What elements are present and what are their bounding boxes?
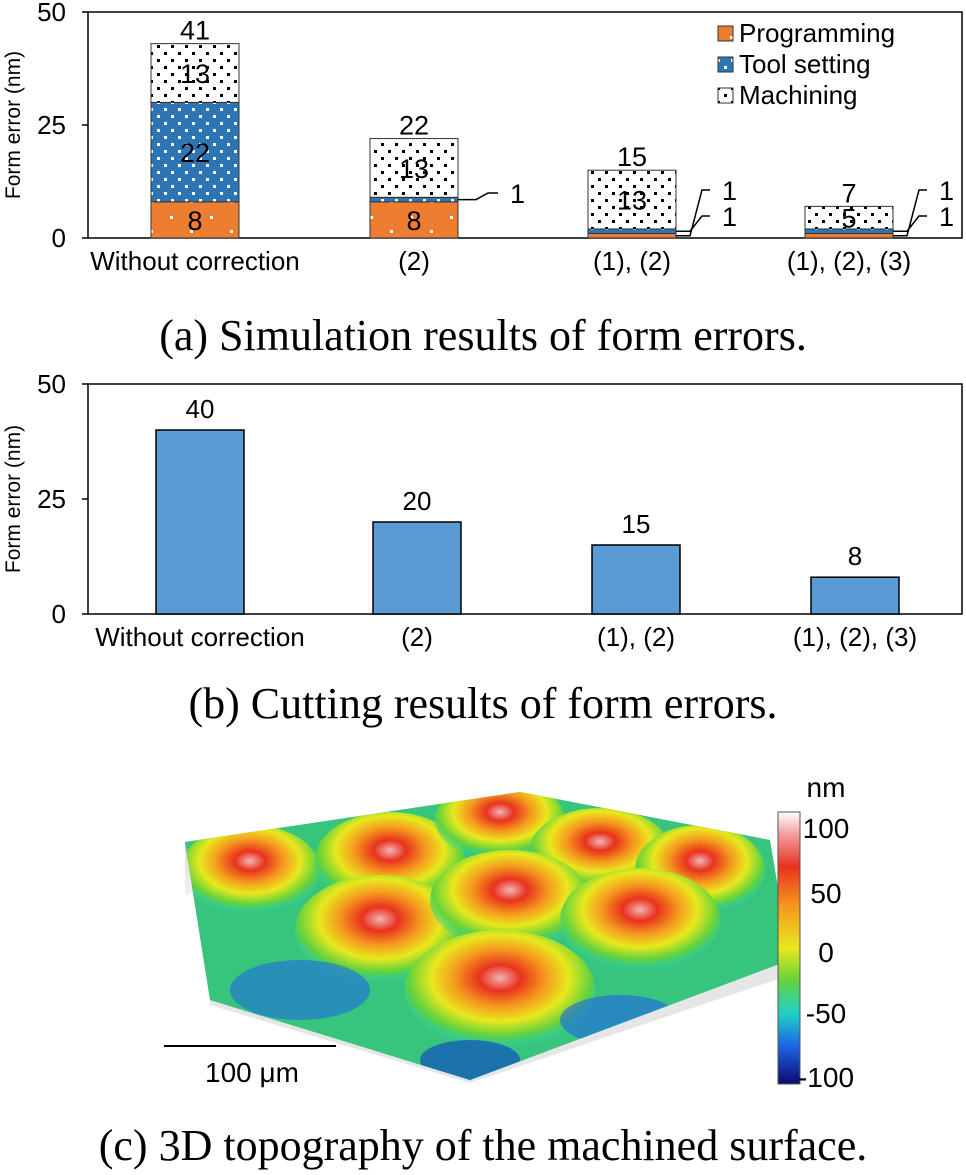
bar-segment xyxy=(587,228,677,234)
scale-bar-label: 100 μm xyxy=(205,1057,299,1088)
x-tick-label: (1), (2) xyxy=(597,622,675,652)
segment-label: 13 xyxy=(617,186,647,216)
simulation-chart: 0 25 50 Form error (nm) 41 8 22 13 Without corre… xyxy=(2,0,963,276)
data-label: 40 xyxy=(186,394,215,424)
total-label: 22 xyxy=(399,111,429,141)
bar xyxy=(591,544,681,615)
cutting-chart: 0 25 50 Form error (nm) 40 Without correction… xyxy=(2,369,963,652)
x-tick-label: (1), (2), (3) xyxy=(787,246,911,276)
bar-segment xyxy=(150,201,240,239)
bar-segment xyxy=(804,205,894,230)
colorbar-tick-label: 50 xyxy=(810,878,841,909)
legend-label: Programming xyxy=(739,18,895,48)
segment-label: 13 xyxy=(180,59,210,89)
total-label: 7 xyxy=(841,178,856,208)
x-tick-label: (2) xyxy=(398,246,430,276)
segment-label: 13 xyxy=(399,154,429,184)
bar-segment xyxy=(587,232,677,239)
segment-label: 8 xyxy=(187,206,202,236)
y-tick-label: 25 xyxy=(37,110,66,140)
leader-label: 1 xyxy=(510,179,525,209)
y-tick-label: 25 xyxy=(37,484,66,514)
leader-label: 1 xyxy=(722,176,737,206)
x-tick-label: (1), (2), (3) xyxy=(793,622,917,652)
leader-line xyxy=(676,189,710,237)
total-label: 15 xyxy=(617,142,647,172)
bar xyxy=(810,576,900,615)
y-tick-label: 50 xyxy=(37,0,66,27)
topography-image xyxy=(185,792,790,1083)
leader-line xyxy=(676,215,710,232)
caption-a: (a) Simulation results of form errors. xyxy=(159,311,807,360)
bar-segment xyxy=(369,201,459,239)
y-axis-title: Form error (nm) xyxy=(2,425,25,573)
leader-line xyxy=(458,192,498,201)
bar-segment xyxy=(587,169,677,230)
segment-label: 5 xyxy=(841,204,856,234)
bar-segment xyxy=(369,138,459,198)
bar-segment xyxy=(804,232,894,239)
leader-label: 1 xyxy=(939,202,954,232)
x-tick-label: Without correction xyxy=(90,246,300,276)
y-tick-label: 50 xyxy=(37,369,66,399)
legend-swatch xyxy=(717,56,734,73)
bar-segment xyxy=(150,43,240,103)
total-label: 41 xyxy=(180,16,210,46)
data-label: 20 xyxy=(403,486,432,516)
bar-segment xyxy=(369,196,459,203)
leader-label: 1 xyxy=(722,202,737,232)
caption-c: (c) 3D topography of the machined surfac… xyxy=(99,1121,867,1170)
y-axis-title: Form error (nm) xyxy=(2,51,25,199)
leader-label: 1 xyxy=(939,176,954,206)
x-tick-label: (1), (2) xyxy=(593,246,671,276)
legend-label: Tool setting xyxy=(739,49,871,79)
legend-swatch xyxy=(717,25,734,42)
x-tick-label: Without correction xyxy=(95,622,305,652)
colorbar-unit: nm xyxy=(807,772,846,803)
legend-swatch xyxy=(717,87,734,104)
leader-line xyxy=(893,215,927,232)
colorbar-tick-label: 0 xyxy=(818,937,834,968)
colorbar-tick-label: -100 xyxy=(798,1062,854,1093)
leader-line xyxy=(893,189,927,237)
x-tick-label: (2) xyxy=(401,622,433,652)
segment-label: 8 xyxy=(406,206,421,236)
bar xyxy=(155,429,245,615)
bar xyxy=(372,521,462,615)
segment-label: 22 xyxy=(180,138,210,168)
colorbar xyxy=(777,811,801,1085)
colorbar-tick-label: -50 xyxy=(806,998,846,1029)
colorbar-ticks: 100 50 0 -50 -100 xyxy=(798,813,854,1093)
legend-label: Machining xyxy=(739,80,858,110)
data-label: 8 xyxy=(848,541,862,571)
caption-b: (b) Cutting results of form errors. xyxy=(189,679,778,728)
y-tick-label: 0 xyxy=(52,599,66,629)
y-tick-label: 0 xyxy=(52,223,66,253)
colorbar-tick-label: 100 xyxy=(803,813,850,844)
data-label: 15 xyxy=(622,509,651,539)
